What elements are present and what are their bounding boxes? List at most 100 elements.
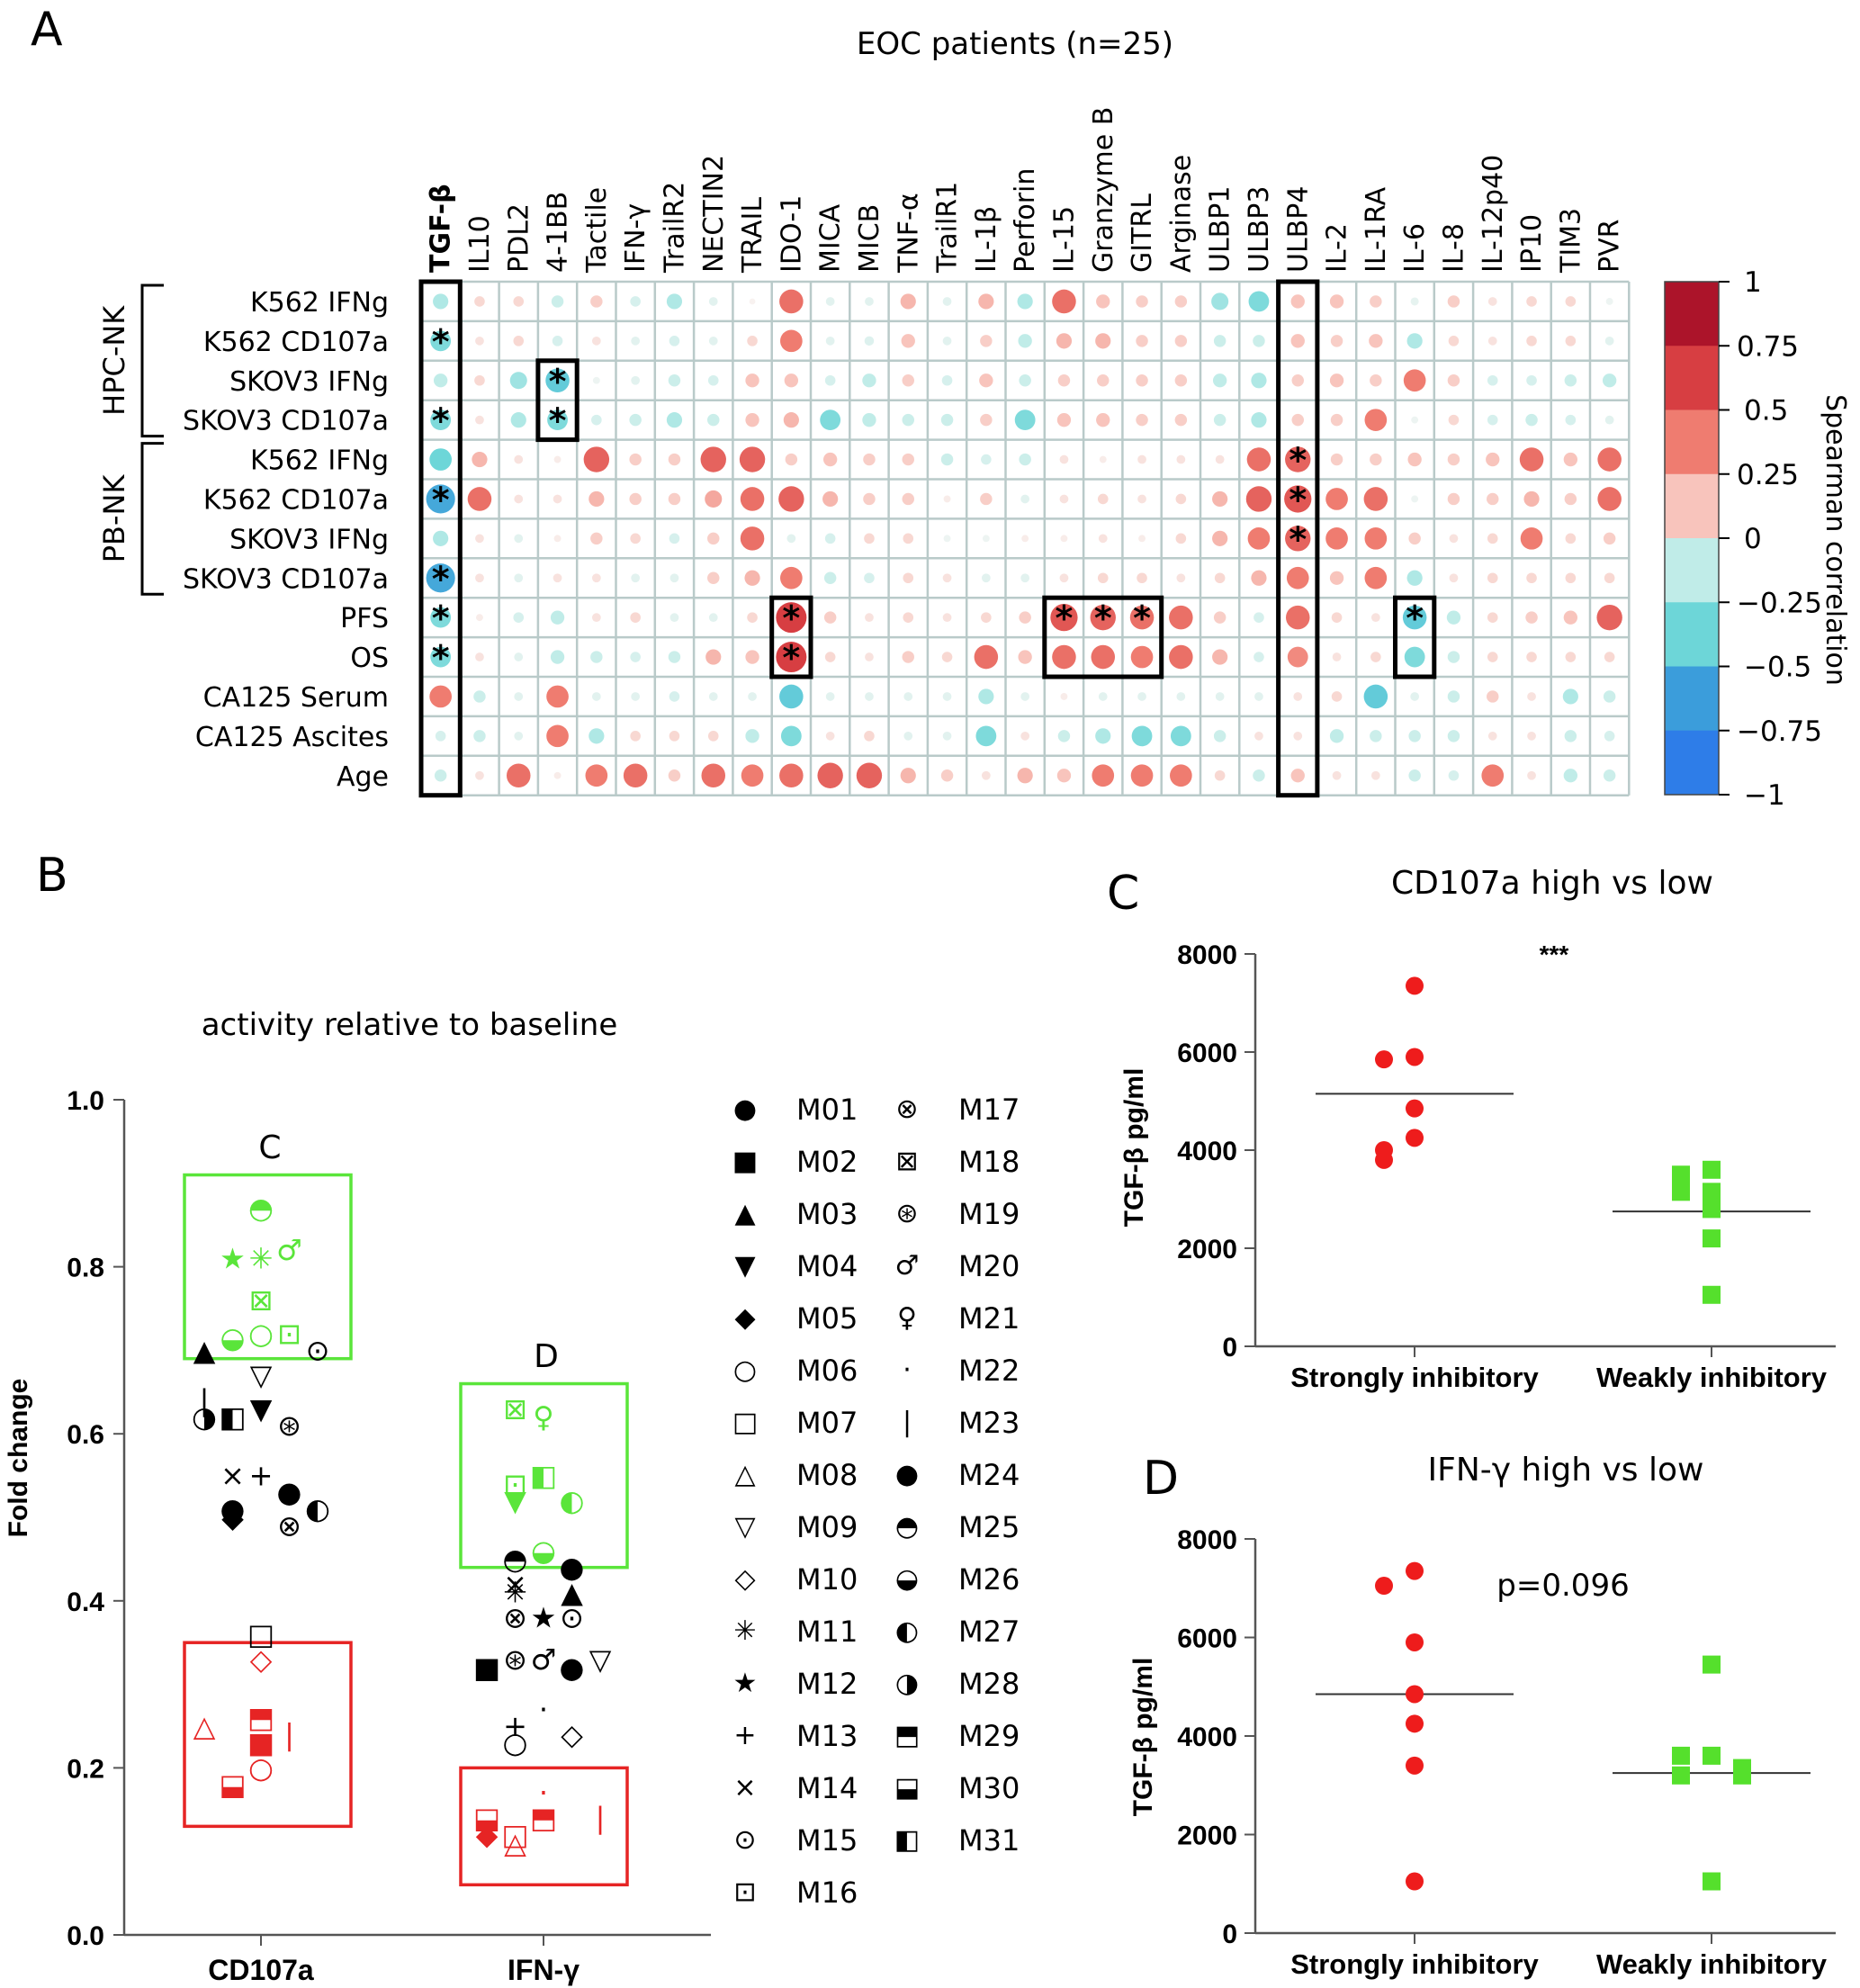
heatmap-dot bbox=[1169, 605, 1193, 630]
heatmap-dot bbox=[865, 613, 874, 623]
heatmap-dot bbox=[1213, 413, 1227, 427]
fold-change-point: ◒ bbox=[220, 1320, 246, 1354]
fold-change-point: ⊗ bbox=[277, 1508, 301, 1543]
heatmap-dot bbox=[1408, 730, 1421, 742]
heatmap-dot bbox=[863, 492, 876, 506]
heatmap-dot bbox=[1604, 336, 1614, 346]
heatmap-dot bbox=[514, 692, 524, 701]
heatmap-dot bbox=[1211, 292, 1229, 310]
heatmap-dot bbox=[981, 612, 992, 623]
legend-symbol: ● bbox=[733, 1093, 757, 1125]
legend-label: M23 bbox=[958, 1406, 1020, 1440]
heatmap-dot bbox=[1604, 572, 1615, 584]
heatmap-dot bbox=[1213, 730, 1227, 742]
data-point bbox=[1703, 1229, 1721, 1248]
heatmap-dot bbox=[1129, 605, 1155, 630]
colorbar-tick-label: 1 bbox=[1744, 266, 1762, 299]
low-group-box bbox=[183, 1641, 353, 1829]
heatmap-dot bbox=[553, 535, 562, 543]
legend-label: M13 bbox=[796, 1719, 858, 1753]
panel-c-ylabel: TGF-β pg/ml bbox=[1119, 1068, 1149, 1228]
heatmap-dot bbox=[426, 563, 455, 593]
heatmap-dot bbox=[1174, 413, 1188, 427]
heatmap-dot bbox=[1293, 692, 1303, 701]
heatmap-dot bbox=[1527, 692, 1536, 701]
heatmap-row-labels: K562 IFNg K562 CD107a SKOV3 IFNg SKOV3 CD10… bbox=[183, 287, 389, 793]
heatmap-dot bbox=[1370, 374, 1382, 387]
fold-change-point: □ bbox=[247, 1617, 274, 1651]
heatmap-dot bbox=[1019, 453, 1031, 466]
heatmap-dot bbox=[1447, 730, 1460, 742]
heatmap-dot bbox=[825, 692, 835, 701]
fold-change-point: ◐ bbox=[305, 1492, 330, 1526]
y-tick-label: 6000 bbox=[1177, 1039, 1237, 1068]
legend-symbol: ◧ bbox=[894, 1824, 920, 1856]
heatmap-dot bbox=[1526, 572, 1537, 584]
x-tick-label: Strongly inhibitory bbox=[1290, 1362, 1539, 1393]
legend-symbol: ⊗ bbox=[895, 1093, 918, 1125]
heatmap-dot bbox=[1604, 652, 1615, 662]
heatmap-dot bbox=[475, 652, 484, 661]
heatmap-dot bbox=[1057, 374, 1071, 387]
heatmap-column-label: PVR bbox=[1595, 220, 1626, 273]
fold-change-point: × bbox=[503, 1567, 527, 1601]
significance-star: * bbox=[1289, 441, 1307, 481]
high-group-box bbox=[459, 1381, 629, 1570]
heatmap-dot bbox=[629, 492, 642, 506]
data-point bbox=[1406, 1714, 1424, 1733]
legend-label: M01 bbox=[796, 1093, 858, 1127]
x-tick-label: Strongly inhibitory bbox=[1290, 1948, 1539, 1980]
heatmap-dot bbox=[865, 297, 874, 306]
heatmap-dot bbox=[1285, 605, 1310, 630]
legend-label: M03 bbox=[796, 1197, 858, 1231]
heatmap-dot bbox=[1370, 453, 1382, 466]
fold-change-point: | bbox=[200, 1383, 210, 1417]
heatmap-dot bbox=[940, 453, 954, 466]
heatmap-dot bbox=[1212, 490, 1228, 508]
heatmap-dot bbox=[1017, 768, 1033, 784]
heatmap-dot bbox=[1402, 605, 1427, 630]
fold-change-point: ○ bbox=[248, 1317, 274, 1351]
heatmap-dot bbox=[1563, 452, 1578, 467]
heatmap-dot bbox=[1564, 730, 1577, 742]
legend-symbol: ◓ bbox=[895, 1511, 919, 1543]
panel-label-b: B bbox=[36, 849, 68, 903]
heatmap-dot bbox=[1291, 413, 1304, 427]
heatmap-dot bbox=[1449, 573, 1459, 583]
heatmap-dot bbox=[591, 414, 602, 426]
heatmap-dot bbox=[778, 486, 804, 512]
colorbar-segment bbox=[1665, 282, 1719, 346]
heatmap-dot bbox=[474, 374, 485, 386]
heatmap-dot bbox=[1364, 566, 1388, 589]
legend-symbol: ⬒ bbox=[894, 1720, 920, 1751]
heatmap-dot bbox=[1448, 769, 1460, 781]
heatmap-dot bbox=[669, 573, 679, 583]
heatmap-row-label: OS bbox=[350, 643, 389, 674]
heatmap-dot bbox=[741, 764, 764, 787]
y-tick-label: 0.6 bbox=[67, 1420, 104, 1450]
heatmap-dot bbox=[825, 731, 835, 741]
heatmap-highlight-box bbox=[1276, 279, 1320, 798]
heatmap-dot bbox=[1014, 409, 1036, 431]
heatmap-dot bbox=[1406, 333, 1423, 349]
heatmap-column-label: IL-8 bbox=[1438, 223, 1469, 273]
heatmap-dot bbox=[1410, 692, 1420, 701]
heatmap-dot bbox=[668, 374, 681, 387]
legend-symbol: ○ bbox=[733, 1354, 757, 1386]
heatmap-dot bbox=[513, 296, 525, 307]
heatmap-dot bbox=[666, 293, 683, 310]
significance-star: * bbox=[1056, 598, 1074, 638]
heatmap-dot bbox=[585, 764, 608, 787]
heatmap-dot bbox=[630, 612, 641, 623]
heatmap-highlight-box bbox=[418, 279, 463, 798]
legend-label: M22 bbox=[958, 1354, 1020, 1388]
heatmap-dot bbox=[1487, 533, 1498, 544]
heatmap-dot bbox=[668, 492, 681, 506]
data-point bbox=[1406, 1561, 1424, 1580]
heatmap-row-groups: HPC-NK PB-NK bbox=[97, 283, 164, 596]
heatmap-dot bbox=[1176, 692, 1186, 701]
heatmap-dot bbox=[980, 413, 993, 427]
heatmap-dot bbox=[591, 692, 601, 701]
heatmap-dot bbox=[739, 446, 766, 472]
heatmap-column-label: Arginase bbox=[1165, 155, 1197, 273]
